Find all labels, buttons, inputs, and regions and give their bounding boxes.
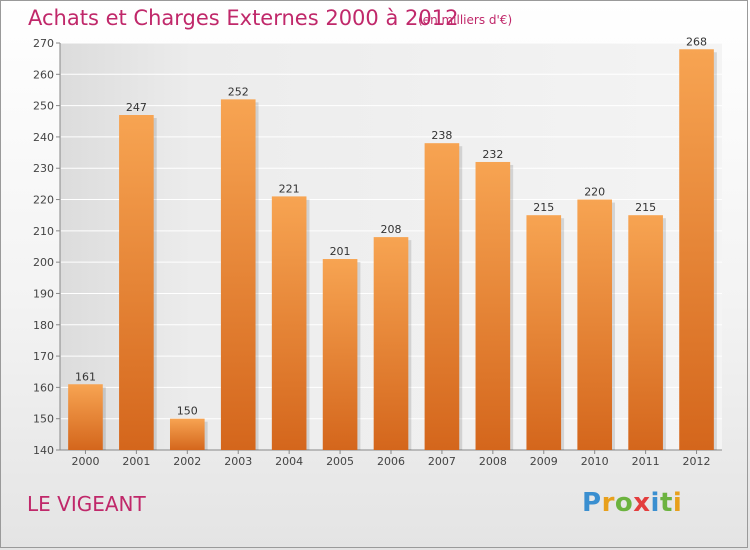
y-tick-label: 230	[33, 162, 54, 175]
data-label-2008: 232	[482, 148, 503, 161]
chart-title: Achats et Charges Externes 2000 à 2012	[28, 6, 459, 30]
y-tick-label: 140	[33, 444, 54, 457]
bar-2000	[68, 384, 103, 450]
y-tick-label: 270	[33, 37, 54, 50]
logo-letter: x	[633, 488, 651, 518]
place-name: LE VIGEANT	[27, 492, 146, 516]
data-label-2000: 161	[75, 370, 96, 383]
data-label-2007: 238	[431, 129, 452, 142]
y-tick-label: 180	[33, 319, 54, 332]
logo-letter: r	[601, 488, 615, 518]
y-tick-label: 250	[33, 100, 54, 113]
x-tick-label: 2001	[122, 455, 150, 468]
bar-2005	[322, 259, 358, 450]
chart-subtitle: (en milliers d'€)	[418, 13, 513, 27]
y-tick-label: 190	[33, 287, 54, 300]
data-label-2004: 221	[279, 182, 300, 195]
x-tick-label: 2009	[530, 455, 558, 468]
y-tick-label: 240	[33, 131, 54, 144]
bar-2003	[220, 99, 256, 450]
bar-2010	[577, 199, 613, 450]
data-label-2002: 150	[177, 405, 198, 418]
logo-letter: t	[659, 488, 673, 518]
bar-2011	[628, 215, 663, 450]
y-tick-label: 170	[33, 350, 54, 363]
proxiti-logo: Proxiti	[582, 488, 682, 518]
bar-2004	[271, 196, 307, 450]
logo-letter: i	[650, 488, 660, 518]
x-tick-label: 2011	[632, 455, 660, 468]
data-label-2006: 208	[381, 223, 402, 236]
logo-letter: i	[672, 488, 683, 518]
x-tick-label: 2005	[326, 455, 354, 468]
x-axis: 2000 2001 2002 2003 2004 2005 2006 2007 2008 2009…	[71, 450, 711, 468]
data-label-2010: 220	[584, 186, 605, 199]
x-tick-label: 2006	[377, 455, 405, 468]
data-label-2005: 201	[330, 245, 351, 258]
bar-2002	[169, 418, 205, 450]
x-tick-label: 2002	[173, 455, 201, 468]
bar-2008	[475, 161, 511, 450]
x-tick-label: 2007	[428, 455, 456, 468]
y-tick-label: 150	[33, 413, 54, 426]
logo-letter: P	[582, 488, 602, 518]
logo-letter: o	[614, 488, 634, 518]
bar-2001	[119, 115, 154, 450]
x-tick-label: 2003	[224, 455, 252, 468]
x-tick-label: 2012	[683, 455, 711, 468]
x-tick-label: 2004	[275, 455, 303, 468]
bar-2006	[373, 237, 409, 450]
y-axis: 140 150 160 170 180 190 200 210 220 230 240 250 260 2…	[33, 37, 60, 457]
y-tick-label: 260	[33, 68, 54, 81]
x-tick-label: 2008	[479, 455, 507, 468]
x-tick-label: 2010	[581, 455, 609, 468]
y-tick-label: 160	[33, 381, 54, 394]
data-label-2003: 252	[228, 85, 249, 98]
y-tick-label: 200	[33, 256, 54, 269]
data-label-2011: 215	[635, 201, 656, 214]
data-labels: 161 247 150 252 221 201 208 238 232 215 220 215 268	[75, 35, 707, 417]
y-tick-label: 220	[33, 194, 54, 207]
y-tick-label: 210	[33, 225, 54, 238]
data-label-2009: 215	[533, 201, 554, 214]
data-label-2001: 247	[126, 101, 147, 114]
bars	[68, 49, 717, 451]
data-label-2012: 268	[686, 35, 707, 48]
bar-2012	[679, 49, 714, 451]
bar-2009	[526, 215, 562, 450]
x-tick-label: 2000	[71, 455, 99, 468]
bar-2007	[424, 143, 460, 450]
